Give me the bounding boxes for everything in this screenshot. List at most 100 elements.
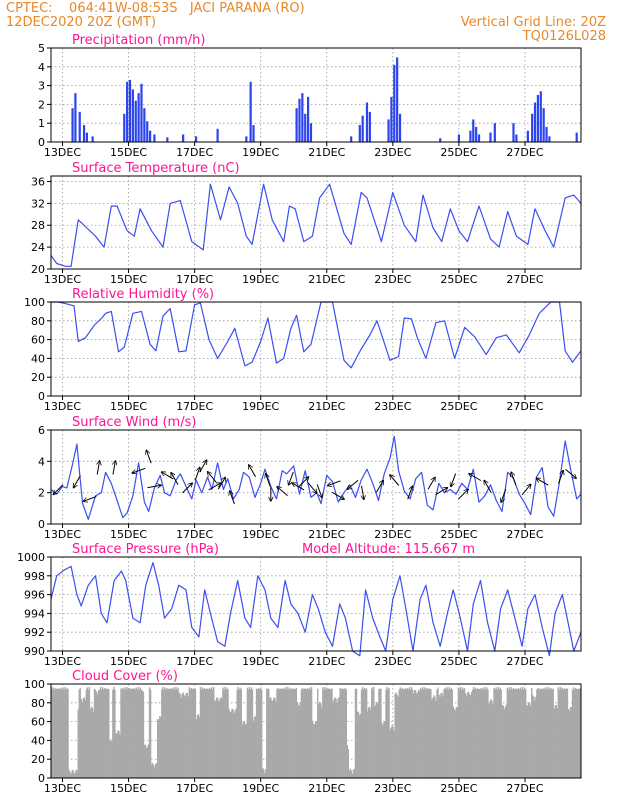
cloud-bar	[127, 689, 129, 778]
cloud-bar	[568, 710, 571, 778]
cloud-bar	[116, 733, 118, 778]
cloud-bar	[350, 770, 353, 778]
x-tick-label: 21DEC	[308, 655, 345, 668]
precip-bar	[245, 136, 248, 142]
cloud-bar	[390, 727, 392, 778]
wind-arrow	[316, 484, 322, 498]
y-tick-label: 60	[31, 716, 45, 729]
cloud-bar	[469, 695, 472, 778]
cloud-bar	[409, 689, 412, 778]
cloud-bar	[378, 689, 380, 778]
cloud-bar	[255, 688, 258, 778]
cloud-bar	[411, 689, 414, 778]
cloud-bar	[78, 689, 80, 778]
cloud-bar	[197, 714, 200, 778]
cloud-bar	[457, 687, 460, 778]
cloud-bar	[347, 749, 350, 778]
header-grid-line: Vertical Grid Line: 20Z	[460, 15, 606, 30]
cloud-bar	[289, 689, 291, 778]
cloud-bar	[414, 690, 417, 778]
cloud-bar	[72, 769, 74, 778]
cloud-bar	[384, 720, 386, 778]
x-tick-label: 15DEC	[110, 146, 147, 159]
cloud-bar	[199, 686, 202, 778]
cloud-bar	[401, 688, 404, 778]
precip-bar	[131, 89, 134, 142]
cloud-bar	[459, 686, 462, 778]
cloud-bar	[408, 687, 411, 778]
cloud-bar	[266, 688, 268, 778]
cloud-bar	[425, 689, 427, 778]
cloud-bar	[379, 688, 381, 778]
cloud-bar	[341, 688, 343, 778]
cloud-bar	[565, 688, 568, 778]
pres-series-line	[50, 562, 582, 657]
cloud-bar	[391, 725, 393, 778]
wind-arrow	[390, 475, 400, 486]
cloud-bar	[451, 689, 453, 778]
cloud-bar	[129, 689, 131, 778]
cloud-bar	[403, 688, 406, 778]
cloud-bar	[56, 689, 58, 778]
cloud-bar	[569, 707, 572, 778]
cloud-bar	[456, 706, 459, 778]
cloud-bar	[330, 688, 332, 778]
wind-arrow	[97, 461, 99, 475]
cloud-bar	[170, 689, 172, 778]
cloud-bar	[207, 689, 210, 778]
x-tick-label: 21DEC	[308, 528, 345, 541]
wind-arrow	[73, 475, 81, 488]
cloud-bar	[284, 687, 286, 778]
cloud-bar	[313, 724, 316, 778]
panel-wind: 0 2 4 6 13DEC 15DEC 17DEC 19DEC 21DEC 23DEC 25DEC 2…	[38, 415, 582, 541]
precip-bar	[216, 128, 219, 142]
cloud-bar	[201, 687, 204, 778]
cloud-bar	[415, 693, 418, 778]
cloud-bar	[429, 688, 431, 778]
cloud-bar	[257, 688, 260, 778]
wind-arrow	[182, 483, 193, 494]
cloud-bar	[179, 694, 181, 778]
cloud-bar	[385, 689, 387, 778]
y-tick-label: 80	[31, 697, 45, 710]
cloud-bar	[57, 688, 59, 778]
x-tick-label: 17DEC	[176, 528, 213, 541]
panel-frame	[50, 301, 582, 397]
precip-bar	[393, 64, 396, 142]
cloud-bar	[212, 689, 214, 778]
cloud-bar	[248, 687, 251, 778]
cloud-bar	[133, 688, 135, 778]
cloud-bar	[235, 708, 237, 778]
wind-arrow	[457, 489, 468, 500]
cloud-bar	[95, 691, 98, 778]
cloud-bar	[131, 688, 133, 778]
cloud-bar	[448, 687, 450, 778]
wind-arrow	[161, 472, 174, 480]
cloud-bar	[206, 688, 209, 778]
cloud-bar	[168, 688, 170, 778]
cloud-bar	[466, 692, 469, 778]
cloud-bar	[316, 721, 318, 778]
cloud-bar	[480, 688, 482, 778]
cloud-bar	[460, 689, 463, 778]
cloud-bar	[338, 697, 340, 778]
cloud-bar	[234, 710, 236, 778]
wind-arrow	[171, 473, 179, 485]
wind-arrow	[331, 491, 344, 499]
cloud-bar	[141, 690, 144, 778]
cloud-bar	[241, 724, 244, 778]
wind-arrow	[375, 480, 383, 493]
cloud-bar	[553, 709, 555, 778]
panel-title: Relative Humidity (%)	[72, 287, 214, 302]
cloud-bar	[112, 689, 114, 778]
wind-arrow	[249, 465, 257, 478]
cloud-bar	[442, 695, 444, 778]
cloud-bar	[237, 687, 239, 778]
cloud-bar	[402, 689, 405, 778]
cloud-bar	[216, 697, 218, 778]
cloud-bar	[192, 688, 195, 778]
x-tick-label: 17DEC	[176, 146, 213, 159]
cloud-bar	[181, 693, 183, 778]
cloud-bar	[194, 689, 197, 778]
